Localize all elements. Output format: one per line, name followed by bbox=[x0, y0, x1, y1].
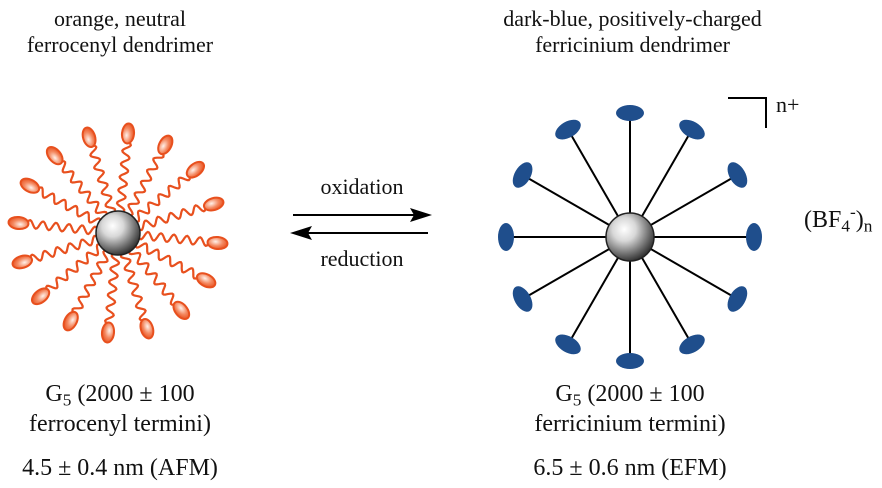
wavy-arm bbox=[133, 174, 191, 223]
right-generation-label: G5 (2000 ± 100 bbox=[555, 381, 705, 410]
wavy-arm bbox=[119, 251, 147, 323]
ferricinium-terminus bbox=[679, 119, 705, 140]
left-termini-label: ferrocenyl termini) bbox=[29, 411, 211, 437]
wavy-arm bbox=[104, 251, 121, 326]
equilibrium-arrows bbox=[290, 208, 432, 240]
wavy-arm bbox=[36, 186, 102, 224]
ferrocenyl-terminus bbox=[195, 272, 217, 289]
ferrocenyl-dendrimer bbox=[7, 122, 229, 344]
ferrocenyl-terminus bbox=[45, 145, 64, 166]
ferrocenyl-terminus bbox=[11, 254, 34, 270]
ferricinium-terminus bbox=[616, 105, 644, 121]
ferricinium-terminus bbox=[555, 119, 581, 140]
ferricinium-terminus bbox=[679, 334, 705, 355]
ferrocenyl-terminus bbox=[202, 196, 225, 212]
dendrimer-core bbox=[605, 212, 655, 262]
reduction-label: reduction bbox=[320, 246, 404, 271]
ferricinium-terminus bbox=[498, 223, 514, 251]
ferricinium-terminus bbox=[727, 162, 748, 188]
right-size-label: 6.5 ± 0.6 nm (EFM) bbox=[533, 455, 727, 481]
ferrocenyl-terminus bbox=[19, 177, 41, 194]
ferricinium-terminus bbox=[746, 223, 762, 251]
dendrimer-core bbox=[95, 210, 141, 256]
left-generation-label: G5 (2000 ± 100 bbox=[45, 381, 195, 410]
ferricinium-terminus bbox=[616, 353, 644, 369]
ferrocenyl-terminus bbox=[120, 122, 136, 145]
ferricinium-dendrimer bbox=[498, 105, 762, 369]
ferrocenyl-terminus bbox=[81, 126, 97, 149]
ferrocenyl-terminus bbox=[185, 160, 206, 179]
wavy-arm bbox=[127, 151, 165, 217]
ferrocenyl-terminus bbox=[62, 310, 79, 332]
ferricinium-terminus bbox=[727, 286, 748, 312]
wavy-arm bbox=[25, 219, 100, 236]
left-title: orange, neutral ferrocenyl dendrimer bbox=[26, 6, 214, 57]
ferrocenyl-terminus bbox=[7, 215, 30, 231]
wavy-arm bbox=[128, 248, 177, 306]
right-title: dark-blue, positively-charged ferriciniu… bbox=[503, 6, 762, 57]
wavy-arm bbox=[45, 243, 103, 292]
wavy-arm bbox=[59, 160, 108, 218]
wavy-arm bbox=[136, 230, 211, 247]
left-size-label: 4.5 ± 0.4 nm (AFM) bbox=[22, 455, 218, 481]
charge-bracket bbox=[728, 97, 767, 128]
charge-label: n+ bbox=[776, 92, 800, 117]
ferrocenyl-terminus bbox=[139, 317, 155, 340]
ferrocenyl-terminus bbox=[157, 134, 174, 156]
ferrocenyl-terminus bbox=[30, 287, 51, 306]
counterion-label: (BF4-)n bbox=[804, 202, 873, 236]
wavy-arm bbox=[71, 249, 109, 315]
wavy-arm bbox=[28, 234, 100, 262]
ferricinium-terminus bbox=[512, 286, 533, 312]
right-termini-label: ferricinium termini) bbox=[534, 411, 726, 437]
oxidation-label: oxidation bbox=[320, 174, 404, 199]
ferrocenyl-terminus bbox=[100, 321, 116, 344]
ferricinium-terminus bbox=[512, 162, 533, 188]
wavy-arm bbox=[89, 143, 117, 215]
wavy-arm bbox=[115, 140, 132, 215]
ferrocenyl-terminus bbox=[206, 235, 229, 251]
wavy-arm bbox=[136, 204, 208, 232]
ferrocenyl-terminus bbox=[172, 300, 191, 321]
ferricinium-terminus bbox=[555, 334, 581, 355]
wavy-arm bbox=[134, 242, 200, 280]
